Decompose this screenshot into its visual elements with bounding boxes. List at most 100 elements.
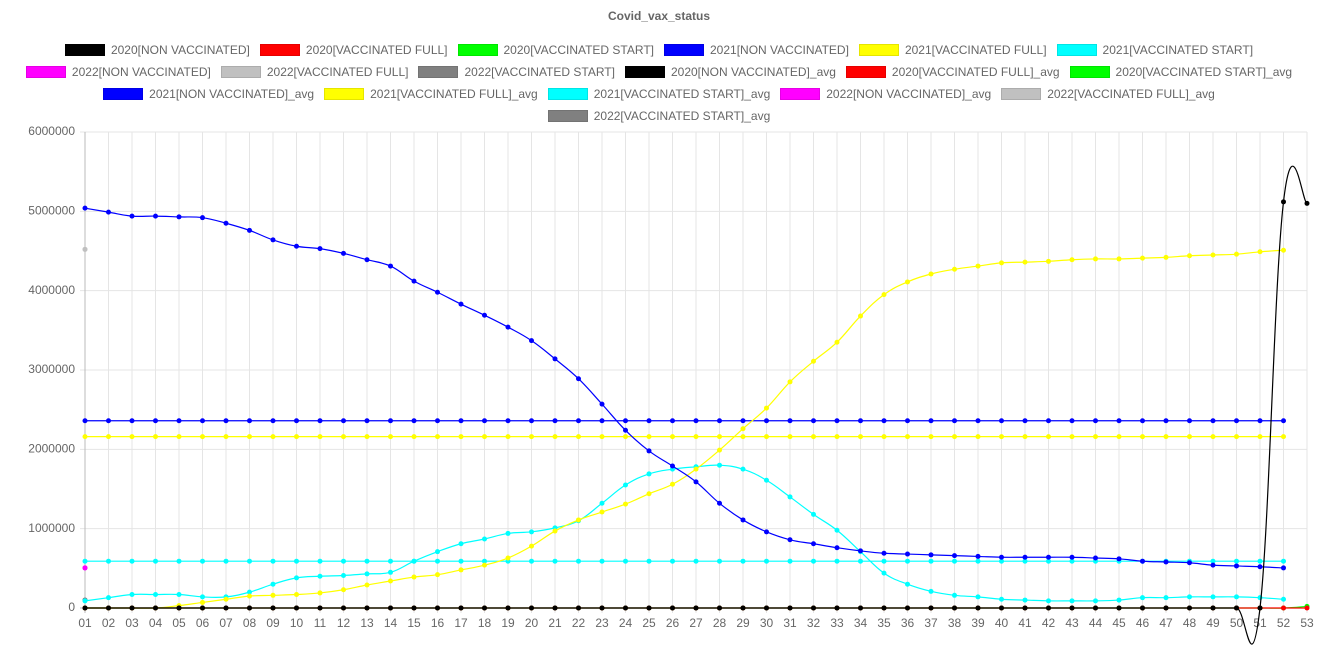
legend-item[interactable]: 2020[VACCINATED START] — [457, 39, 654, 61]
legend-item[interactable]: 2022[VACCINATED START] — [418, 61, 615, 83]
data-point — [1069, 598, 1075, 604]
data-point — [1304, 605, 1310, 611]
data-point — [646, 605, 652, 611]
data-point — [223, 596, 229, 602]
data-point — [858, 558, 863, 564]
data-point — [599, 558, 605, 564]
x-tick-label: 40 — [995, 616, 1009, 630]
x-tick-label: 31 — [783, 616, 797, 630]
data-point — [905, 558, 910, 564]
legend-item[interactable]: 2020[NON VACCINATED]_avg — [624, 61, 836, 83]
data-point — [200, 599, 205, 605]
data-point — [646, 471, 652, 477]
legend-item[interactable]: 2020[VACCINATED FULL] — [259, 39, 448, 61]
legend-label: 2020[NON VACCINATED] — [110, 43, 250, 57]
data-point — [294, 605, 299, 611]
data-point — [975, 418, 981, 424]
legend-item[interactable]: 2022[NON VACCINATED]_avg — [780, 83, 991, 105]
data-point — [364, 558, 370, 564]
legend-item[interactable]: 2021[VACCINATED START] — [1056, 39, 1253, 61]
data-point — [482, 558, 487, 564]
data-point — [458, 434, 464, 440]
legend-label: 2022[NON VACCINATED]_avg — [826, 87, 992, 101]
data-point — [623, 558, 628, 564]
data-point — [1234, 434, 1239, 440]
data-point — [1116, 597, 1122, 603]
x-tick-label: 44 — [1089, 616, 1103, 630]
data-point — [294, 575, 299, 581]
data-point — [764, 558, 769, 564]
data-point — [693, 558, 699, 564]
legend-label: 2022[VACCINATED START] — [464, 65, 615, 79]
data-point — [317, 558, 323, 564]
x-tick-label: 10 — [290, 616, 304, 630]
legend-item[interactable]: 2021[NON VACCINATED] — [664, 39, 849, 61]
legend-item[interactable]: 2020[VACCINATED FULL]_avg — [845, 61, 1060, 83]
data-point — [693, 434, 699, 440]
x-tick-label: 48 — [1183, 616, 1197, 630]
data-point — [1022, 554, 1028, 560]
data-point — [1022, 434, 1028, 440]
data-point — [223, 220, 229, 226]
data-point — [646, 558, 652, 564]
legend-item[interactable]: 2021[VACCINATED FULL]_avg — [324, 83, 538, 105]
data-point — [811, 358, 816, 364]
legend-item[interactable]: 2022[NON VACCINATED] — [25, 61, 211, 83]
legend-label: 2022[VACCINATED FULL]_avg — [1047, 87, 1215, 101]
legend-item[interactable]: 2022[VACCINATED FULL]_avg — [1001, 83, 1215, 105]
data-point — [646, 491, 652, 497]
data-point — [364, 582, 370, 588]
legend-item[interactable]: 2021[VACCINATED START]_avg — [547, 83, 770, 105]
data-point — [1093, 555, 1098, 561]
data-point — [599, 509, 605, 515]
legend-item[interactable]: 2021[VACCINATED FULL] — [858, 39, 1047, 61]
legend-item[interactable]: 2021[NON VACCINATED]_avg — [103, 83, 314, 105]
x-tick-label: 25 — [642, 616, 656, 630]
legend-item[interactable]: 2020[VACCINATED START]_avg — [1069, 61, 1292, 83]
series — [82, 246, 88, 252]
data-point — [646, 418, 652, 424]
data-point — [623, 418, 628, 424]
legend-label: 2022[NON VACCINATED] — [71, 65, 211, 79]
legend-item[interactable]: 2020[NON VACCINATED] — [64, 39, 250, 61]
data-point — [106, 209, 111, 215]
data-point — [599, 401, 605, 407]
x-tick-label: 33 — [830, 616, 844, 630]
y-tick-label: 2000000 — [28, 442, 75, 456]
x-tick-label: 15 — [407, 616, 421, 630]
data-point — [364, 571, 370, 577]
data-point — [881, 570, 887, 576]
data-point — [905, 581, 910, 587]
data-point — [200, 215, 205, 221]
x-tick-label: 32 — [807, 616, 821, 630]
data-point — [999, 418, 1004, 424]
data-point — [717, 462, 722, 468]
data-point — [317, 434, 323, 440]
data-point — [576, 418, 581, 424]
legend-label: 2022[VACCINATED FULL] — [266, 65, 409, 79]
x-tick-label: 20 — [525, 616, 539, 630]
data-point — [1187, 594, 1192, 600]
data-point — [623, 482, 628, 488]
data-point — [1187, 253, 1192, 259]
data-point — [82, 434, 88, 440]
legend-item[interactable]: 2022[VACCINATED START]_avg — [547, 105, 770, 127]
data-point — [740, 517, 746, 523]
data-point — [435, 418, 440, 424]
data-point — [576, 434, 581, 440]
x-tick-label: 17 — [454, 616, 468, 630]
series-line — [84, 464, 1284, 602]
legend-swatch — [457, 44, 498, 56]
data-point — [552, 558, 558, 564]
data-point — [905, 279, 910, 285]
data-point — [341, 605, 346, 611]
data-point — [388, 263, 393, 269]
legend-item[interactable]: 2022[VACCINATED FULL] — [220, 61, 409, 83]
data-point — [388, 569, 393, 575]
data-point — [458, 605, 464, 611]
data-point — [411, 418, 417, 424]
legend-swatch — [259, 44, 300, 56]
legend-label: 2021[NON VACCINATED] — [710, 43, 849, 57]
x-tick-label: 02 — [102, 616, 116, 630]
legend-swatch — [845, 66, 886, 78]
